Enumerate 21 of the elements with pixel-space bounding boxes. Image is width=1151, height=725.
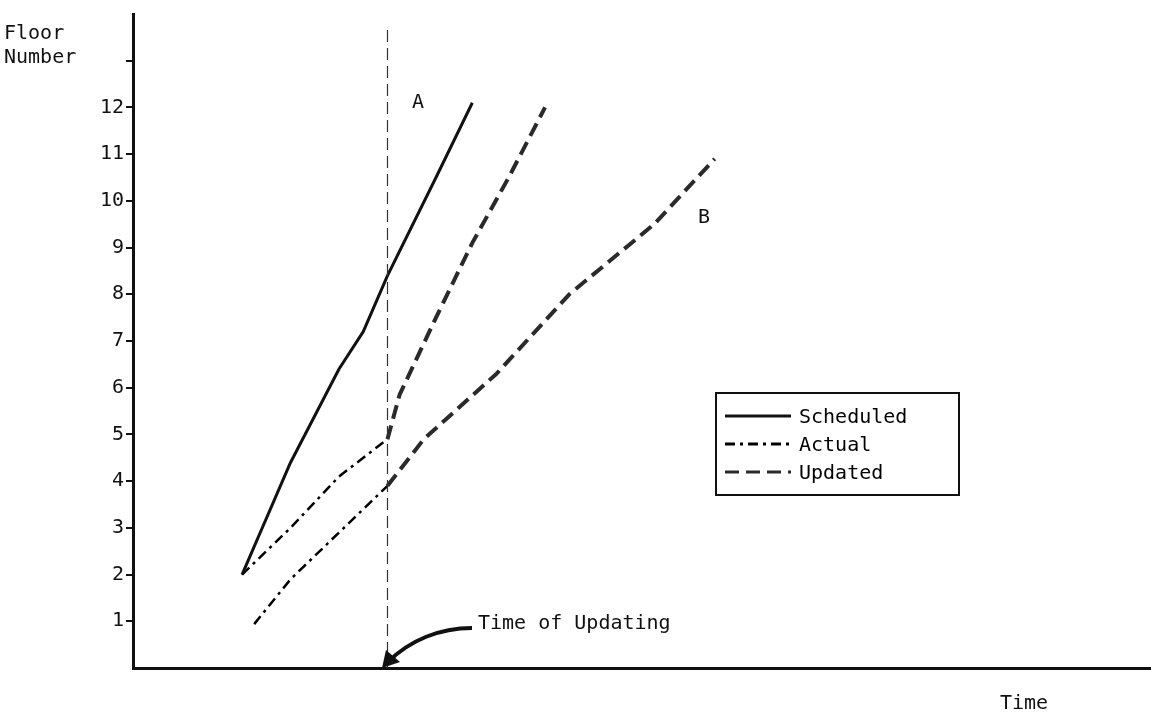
y-tick-label: 12 xyxy=(99,93,124,118)
y-tick-label: 9 xyxy=(111,233,124,258)
y-tick-label: 8 xyxy=(111,280,124,305)
y-tick-label: 3 xyxy=(111,514,124,539)
y-axis-title: Floor Number xyxy=(4,20,78,68)
y-tick-label: 2 xyxy=(111,560,124,585)
x-axis-title: Time xyxy=(1000,690,1049,714)
legend-label: Actual xyxy=(799,432,872,456)
y-tick-label: 7 xyxy=(111,327,124,352)
y-tick-label: 4 xyxy=(111,467,124,492)
y-tick-label: 11 xyxy=(99,140,124,165)
annotation: A xyxy=(412,89,425,114)
line-series xyxy=(252,484,389,626)
annotation: B xyxy=(698,204,711,229)
legend-label: Updated xyxy=(799,460,884,484)
y-tick-label: 10 xyxy=(99,187,124,212)
y-tick-label: 5 xyxy=(111,420,124,445)
y-tick-label: 6 xyxy=(111,373,124,398)
legend-label: Scheduled xyxy=(799,404,908,428)
annotation: Time of Updating xyxy=(478,610,671,635)
y-tick-label: 1 xyxy=(111,607,124,632)
